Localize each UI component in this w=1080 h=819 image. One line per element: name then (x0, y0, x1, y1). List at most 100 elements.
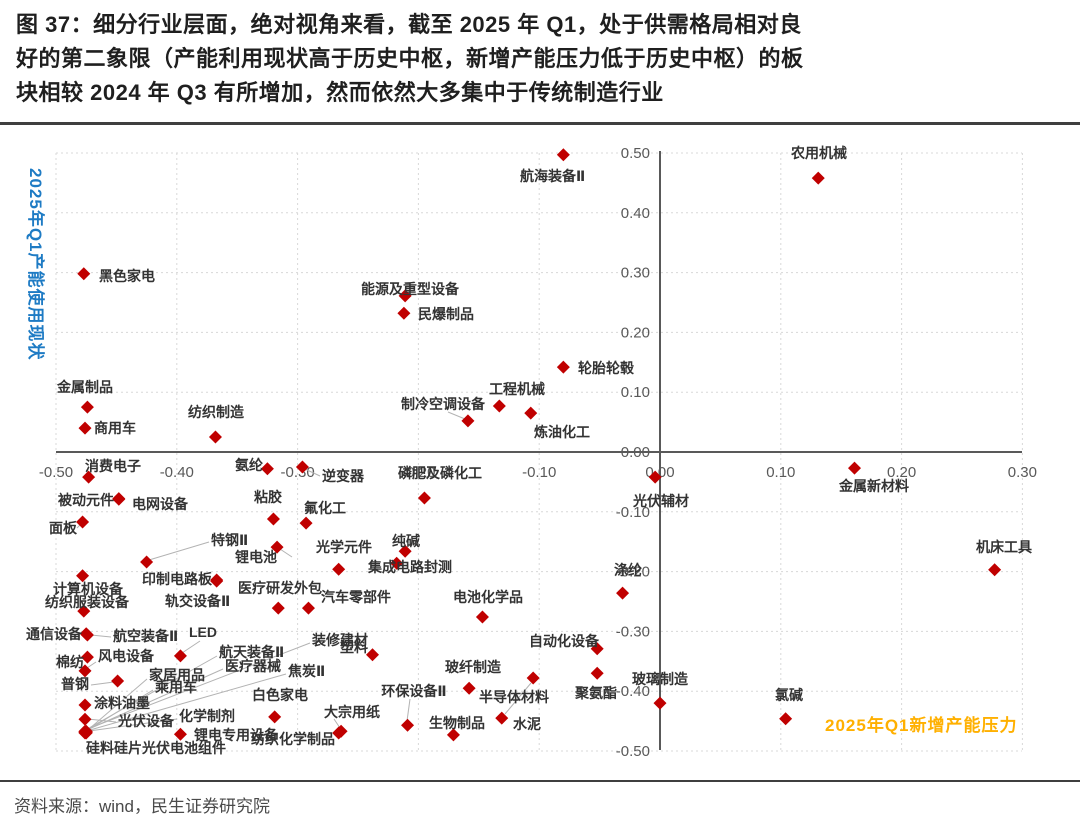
leader-line (148, 541, 210, 561)
point-label: 半导体材料 (479, 689, 549, 705)
point-label: 硅料硅片光伏电池组件 (86, 740, 226, 756)
point-label: 电池化学品 (453, 589, 523, 605)
y-tick-label: -0.50 (616, 743, 650, 760)
scatter-point (80, 400, 94, 414)
scatter-point (78, 724, 92, 738)
point-label: 民爆制品 (418, 306, 474, 322)
point-label: 金属制品 (56, 379, 113, 395)
scatter-point (401, 718, 415, 732)
leader-line (504, 682, 532, 715)
point-label: 风电设备 (98, 648, 155, 664)
point-label: 白色家电 (252, 687, 308, 703)
point-label: 商用车 (94, 420, 136, 436)
scatter-point (556, 360, 570, 374)
leader-line (406, 698, 411, 722)
point-label: 光学元件 (315, 539, 372, 555)
scatter-point (112, 492, 126, 506)
leader-line (88, 668, 224, 730)
point-label: 磷肥及磷化工 (398, 465, 482, 481)
point-label: 光伏辅材 (632, 493, 689, 509)
point-label: 轨交设备Ⅱ (165, 593, 230, 609)
point-label: 涂料油墨 (94, 695, 150, 711)
leader-line (304, 468, 321, 477)
point-label: 工程机械 (489, 381, 545, 397)
point-label: 逆变器 (322, 468, 365, 484)
point-label: 航海装备Ⅱ (520, 168, 585, 184)
scatter-point (82, 470, 96, 484)
scatter-point (847, 461, 861, 475)
scatter-point (475, 610, 489, 624)
y-tick-label: 0.20 (621, 324, 650, 341)
source-note: 资料来源：wind，民生证券研究院 (14, 797, 270, 816)
scatter-point (556, 148, 570, 162)
point-label: 家居用品 (149, 667, 205, 683)
y-tick-label: -0.10 (616, 504, 650, 521)
scatter-point (365, 648, 379, 662)
scatter-point (811, 171, 825, 185)
figure-title-line-2: 好的第二象限（产能利用现状高于历史中枢，新增产能压力低于历史中枢）的板 (16, 46, 804, 71)
x-tick-label: 0.30 (1008, 464, 1037, 481)
scatter-point (295, 460, 309, 474)
point-label: 装修建材 (311, 632, 368, 648)
leader-line (88, 678, 148, 730)
point-label: 特钢Ⅱ (211, 532, 248, 548)
leader-line (86, 661, 97, 669)
point-label: 生物制品 (429, 715, 485, 731)
leader-line (279, 548, 293, 558)
y-tick-label: -0.40 (616, 683, 650, 700)
point-label: 乘用车 (154, 679, 197, 695)
point-label: 焦炭Ⅱ (287, 663, 325, 679)
x-tick-label: 0.10 (766, 464, 795, 481)
point-label: 能源及重型设备 (361, 281, 460, 297)
scatter-point (299, 516, 313, 530)
point-label: 纺织服装设备 (45, 594, 130, 610)
scatter-point (270, 540, 284, 554)
scatter-point (76, 515, 90, 529)
point-label: 计算机设备 (53, 581, 124, 597)
scatter-point (397, 306, 411, 320)
scatter-point (398, 289, 412, 303)
leader-line (333, 718, 341, 729)
point-label: 自动化设备 (529, 633, 600, 649)
point-label: 光伏设备 (117, 713, 175, 729)
scatter-point (390, 556, 404, 570)
leader-line (90, 681, 115, 686)
scatter-point (590, 666, 604, 680)
point-label: 航空装备Ⅱ (113, 628, 178, 644)
scatter-point (524, 406, 538, 420)
bottom-rule (0, 780, 1080, 782)
scatter-point (140, 555, 154, 569)
point-label: 普钢 (61, 676, 89, 692)
scatter-point (495, 711, 509, 725)
scatter-point (398, 544, 412, 558)
point-label: 机床工具 (976, 539, 1032, 555)
scatter-point (616, 586, 630, 600)
figure-title: 图 37：细分行业层面，绝对视角来看，截至 2025 年 Q1，处于供需格局相对… (16, 8, 1066, 110)
scatter-point (526, 671, 540, 685)
figure-title-line-3: 块相较 2024 年 Q3 有所增加，然而依然大多集中于传统制造行业 (16, 80, 664, 105)
scatter-point (80, 628, 94, 642)
scatter-point (173, 727, 187, 741)
x-tick-label: -0.40 (160, 464, 194, 481)
point-label: 金属新材料 (838, 478, 909, 494)
point-label: LED (189, 624, 217, 640)
leader-line (89, 642, 311, 729)
leader-line (447, 411, 466, 420)
y-tick-label: 0.00 (621, 444, 650, 461)
scatter-point (77, 267, 91, 281)
point-label: 化学制剂 (179, 708, 235, 724)
scatter-point (779, 712, 793, 726)
scatter-point (80, 650, 94, 664)
y-tick-label: -0.20 (616, 564, 650, 581)
point-label: 制冷空调设备 (401, 396, 486, 412)
scatter-point (648, 470, 662, 484)
scatter-point (78, 664, 92, 678)
point-label: 纺织制造 (188, 404, 244, 420)
leader-line (181, 640, 201, 654)
point-label: 黑色家电 (99, 268, 155, 284)
scatter-point (653, 696, 667, 710)
scatter-point (111, 674, 125, 688)
point-label: 塑料 (340, 639, 368, 655)
scatter-point (268, 710, 282, 724)
